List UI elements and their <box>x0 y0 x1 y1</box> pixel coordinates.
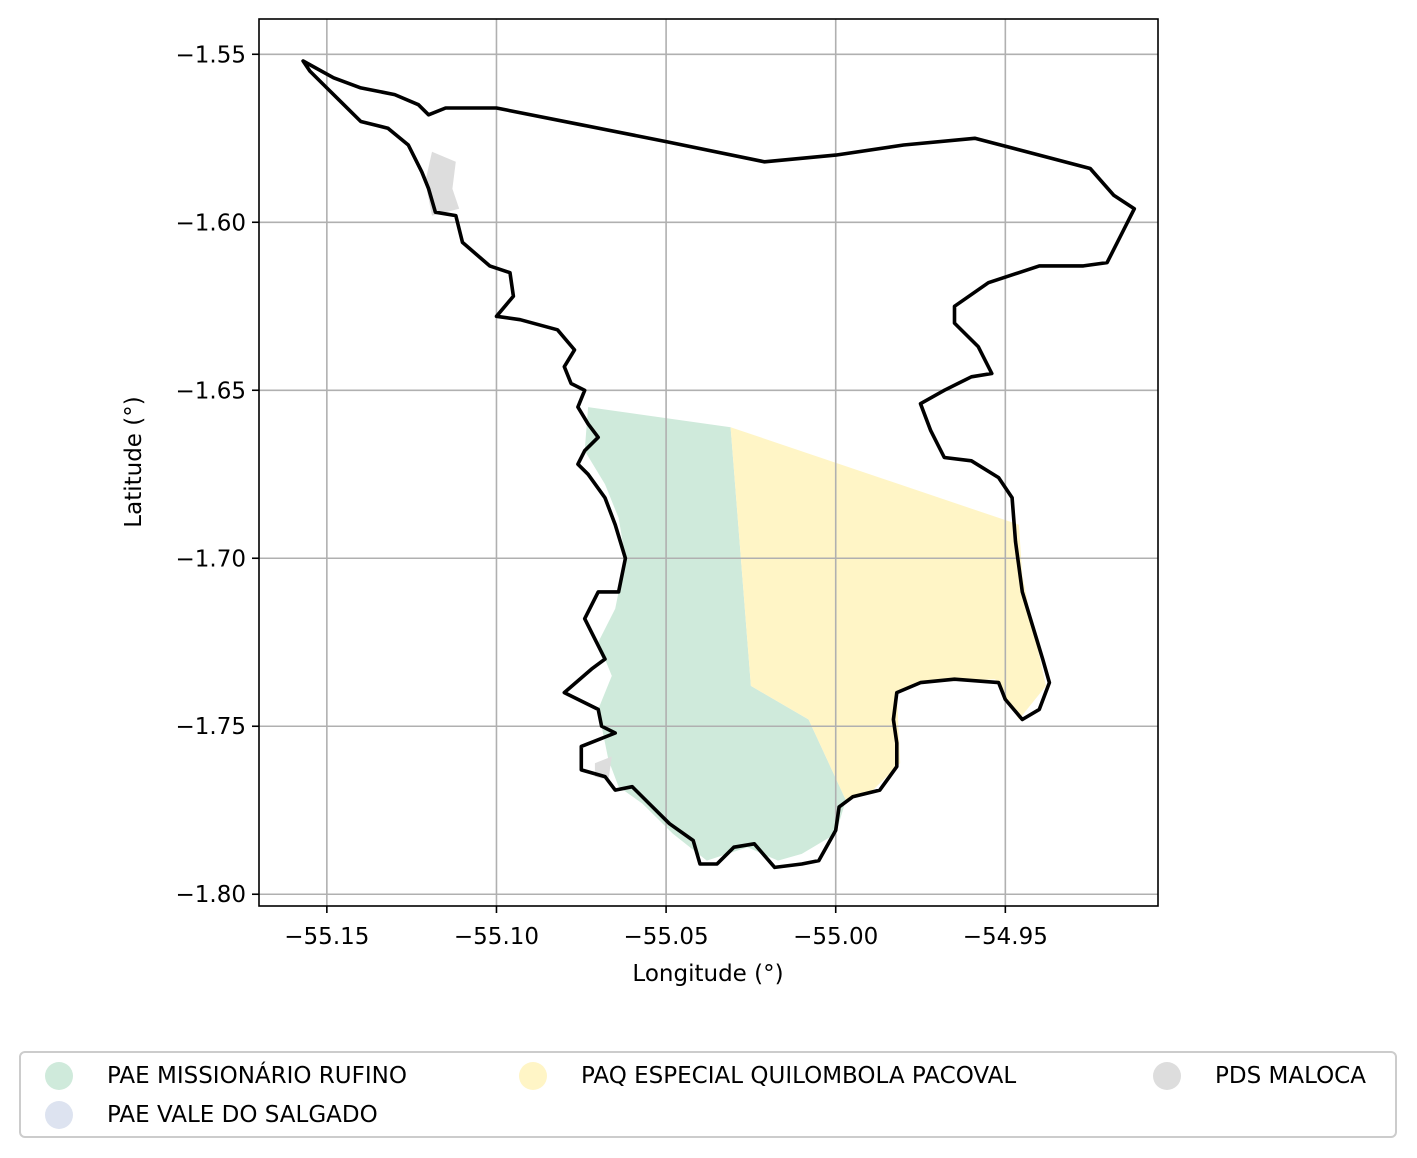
y-tick-label: −1.55 <box>176 42 246 68</box>
legend-label: PAQ ESPECIAL QUILOMBOLA PACOVAL <box>581 1063 1017 1089</box>
legend-label: PDS MALOCA <box>1215 1063 1366 1089</box>
legend-item-pae-missionario-rufino: PAE MISSIONÁRIO RUFINO <box>45 1061 407 1091</box>
plot-frame <box>258 18 1159 907</box>
region-paq-especial-quilombola-pacoval <box>730 427 1046 801</box>
y-axis-label: Latitude (°) <box>121 396 147 527</box>
legend-label: PAE VALE DO SALGADO <box>107 1102 378 1128</box>
legend-item-pds-maloca: PDS MALOCA <box>1153 1061 1366 1091</box>
regions-layer <box>425 151 1046 861</box>
boundary-layer <box>301 59 1137 870</box>
x-tick-label: −55.10 <box>454 924 539 950</box>
x-axis-label: Longitude (°) <box>632 961 783 987</box>
legend-item-paq-especial-quilombola-pacoval: PAQ ESPECIAL QUILOMBOLA PACOVAL <box>519 1061 1016 1091</box>
x-tick-label: −55.15 <box>284 924 369 950</box>
map-figure: −55.15 −55.10 −55.05 −55.00 −54.95 −1.55 −1.60… <box>121 18 1159 987</box>
legend-marker <box>45 1101 73 1129</box>
legend: PAE MISSIONÁRIO RUFINO PAQ ESPECIAL QUIL… <box>19 1051 1397 1138</box>
region-pae-missionario-rufino <box>584 407 846 861</box>
legend-item-pae-vale-do-salgado: PAE VALE DO SALGADO <box>45 1100 378 1130</box>
y-tick-label: −1.65 <box>176 378 246 404</box>
legend-marker <box>1153 1062 1181 1090</box>
x-tick-label: −55.00 <box>793 924 878 950</box>
legend-label: PAE MISSIONÁRIO RUFINO <box>107 1063 407 1089</box>
y-tick-label: −1.75 <box>176 714 246 740</box>
y-tick-label: −1.80 <box>176 882 246 908</box>
axis-ticks: −55.15 −55.10 −55.05 −55.00 −54.95 −1.55 −1.60… <box>176 42 1048 950</box>
x-tick-label: −55.05 <box>624 924 709 950</box>
y-tick-label: −1.60 <box>176 210 246 236</box>
municipality-boundary <box>301 59 1137 870</box>
region-pds-maloca <box>425 151 460 216</box>
y-tick-label: −1.70 <box>176 546 246 572</box>
legend-marker <box>519 1062 547 1090</box>
legend-marker <box>45 1062 73 1090</box>
grid-lines <box>259 19 1158 906</box>
x-tick-label: −54.95 <box>963 924 1048 950</box>
